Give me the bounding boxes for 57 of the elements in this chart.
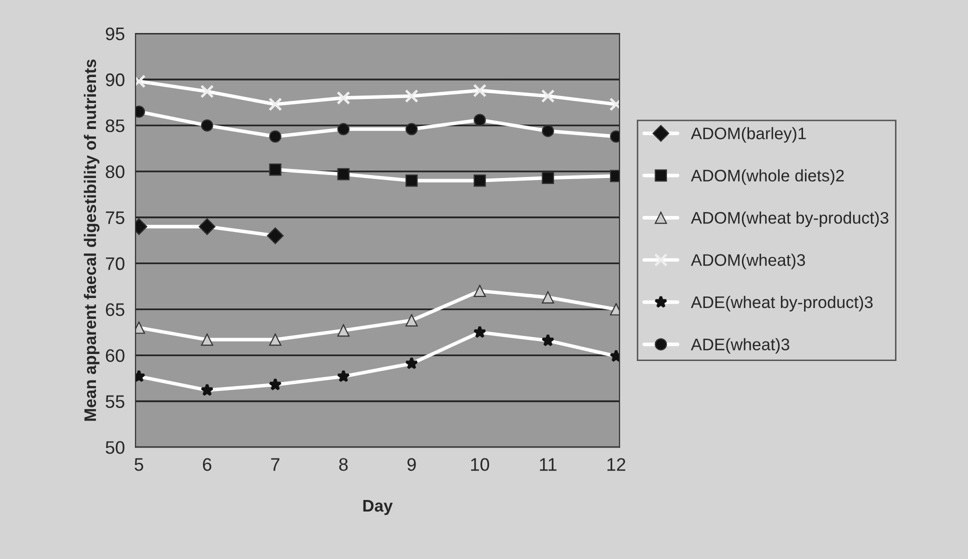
x-tick-label: 11 bbox=[540, 458, 556, 471]
point bbox=[405, 314, 418, 326]
y-tick-label: 70 bbox=[106, 257, 124, 270]
y-tick-label: 50 bbox=[106, 441, 124, 454]
legend-label: ADOM(barley)1 bbox=[690, 127, 806, 143]
point bbox=[337, 324, 350, 337]
point bbox=[266, 227, 284, 244]
point bbox=[336, 91, 350, 105]
point bbox=[337, 168, 350, 180]
point bbox=[405, 123, 418, 136]
point bbox=[473, 325, 486, 338]
point bbox=[405, 356, 418, 370]
legend-label: ADOM(wheat by-product)3 bbox=[690, 212, 888, 228]
point bbox=[337, 123, 350, 136]
point bbox=[474, 284, 486, 298]
point bbox=[405, 174, 418, 187]
point bbox=[336, 370, 350, 382]
legend-label: ADE(wheat)3 bbox=[690, 338, 790, 354]
x-axis-title: Day bbox=[363, 500, 393, 515]
point bbox=[200, 119, 214, 132]
point bbox=[200, 383, 214, 396]
point bbox=[542, 172, 554, 184]
legend-label: ADE(wheat by-product)3 bbox=[690, 296, 873, 312]
y-axis-title: Mean apparent faecal digestibility of nutrients bbox=[84, 60, 100, 421]
y-tick-label: 75 bbox=[106, 212, 124, 224]
point bbox=[474, 114, 486, 126]
y-tick-label: 55 bbox=[106, 395, 124, 408]
x-tick-label: 12 bbox=[607, 458, 626, 471]
point bbox=[200, 84, 214, 98]
point bbox=[474, 174, 486, 187]
y-tick-label: 80 bbox=[106, 165, 124, 178]
x-tick-label: 5 bbox=[134, 458, 144, 471]
point bbox=[198, 218, 216, 235]
x-tick-label: 9 bbox=[407, 458, 416, 471]
point bbox=[541, 89, 555, 103]
y-tick-label: 60 bbox=[106, 349, 124, 362]
x-tick-label: 10 bbox=[471, 458, 490, 471]
legend-label: ADOM(wheat)3 bbox=[690, 254, 805, 270]
point bbox=[472, 84, 487, 98]
y-tick-label: 95 bbox=[106, 27, 124, 40]
y-tick-label: 85 bbox=[106, 119, 124, 132]
point bbox=[404, 89, 418, 103]
y-tick-label: 90 bbox=[106, 73, 124, 86]
point bbox=[268, 378, 282, 390]
point bbox=[269, 334, 282, 346]
x-tick-label: 6 bbox=[202, 458, 212, 471]
legend-label: ADOM(whole diets)2 bbox=[690, 169, 844, 185]
point bbox=[269, 163, 282, 176]
x-tick-label: 7 bbox=[271, 458, 280, 471]
y-tick-label: 65 bbox=[106, 303, 124, 316]
point bbox=[268, 98, 282, 112]
point bbox=[269, 130, 282, 143]
point bbox=[542, 291, 554, 304]
point bbox=[542, 124, 554, 138]
point bbox=[541, 334, 554, 346]
point bbox=[200, 334, 214, 346]
x-tick-label: 8 bbox=[339, 458, 348, 471]
